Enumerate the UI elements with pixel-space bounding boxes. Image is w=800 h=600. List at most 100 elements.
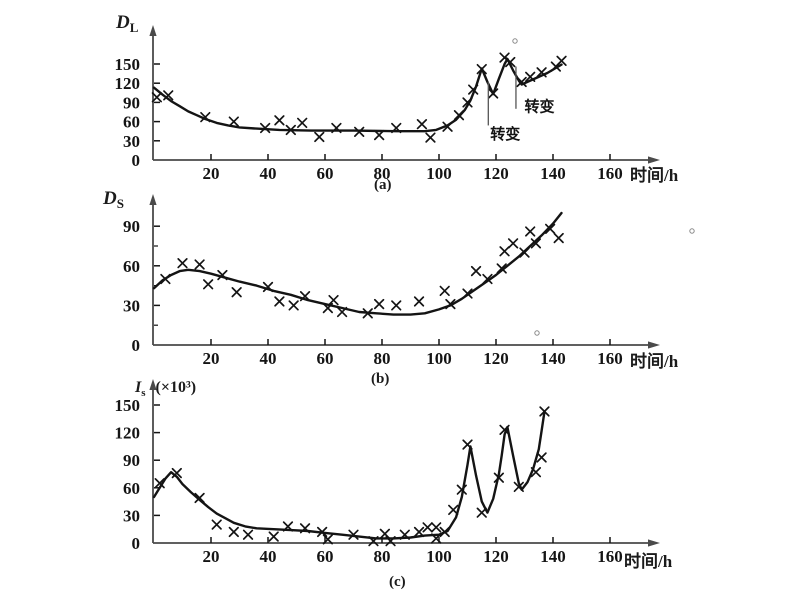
data-point-marker: [416, 119, 428, 130]
data-point-marker: [530, 467, 542, 478]
y-axis-title-b-sub: S: [116, 196, 124, 211]
data-point-marker: [299, 523, 311, 534]
y-axis-arrow-icon: [149, 379, 157, 390]
data-point-marker: [317, 526, 328, 538]
data-point-marker: [468, 84, 479, 95]
data-point-marker: [151, 92, 162, 103]
data-point-marker: [282, 521, 294, 532]
data-point-marker: [536, 452, 547, 463]
data-point-marker: [431, 522, 442, 533]
data-point-marker: [530, 238, 542, 249]
data-point-marker: [525, 71, 536, 82]
x-axis-arrow-icon: [648, 539, 660, 547]
data-point-marker: [362, 308, 373, 319]
chart-panel-b: 20 40 60 80 100 120 140 160 0 30 60 90: [123, 194, 660, 368]
data-point-marker: [163, 90, 174, 101]
scan-speck: [689, 228, 695, 234]
x-tick-label: 120: [483, 349, 509, 368]
data-point-marker: [299, 291, 311, 302]
data-point-marker: [553, 232, 564, 244]
data-point-marker: [374, 298, 385, 310]
data-point-marker: [482, 273, 493, 285]
y-tick-label: 0: [132, 151, 141, 170]
data-point-marker: [194, 259, 205, 270]
fit-curve-b: [152, 211, 563, 316]
data-point-marker: [413, 526, 425, 538]
data-point-marker: [177, 258, 188, 269]
y-tick-label: 60: [123, 479, 140, 498]
data-point-marker: [154, 478, 165, 489]
data-point-marker: [331, 122, 342, 134]
data-point-marker: [194, 492, 205, 504]
data-point-marker: [399, 529, 410, 540]
y-tick-label: 120: [115, 74, 141, 93]
data-point-marker: [516, 76, 527, 88]
data-point-marker: [556, 55, 567, 66]
data-point-marker: [470, 265, 482, 277]
data-point-marker: [322, 534, 333, 545]
data-point-marker: [322, 302, 333, 314]
x-tick-label: 60: [317, 349, 334, 368]
data-point-marker: [374, 129, 385, 141]
panel-label-b: (b): [371, 371, 390, 387]
data-point-marker: [445, 298, 456, 310]
data-point-marker: [439, 285, 450, 297]
y-axis-title-b-main: D: [103, 188, 117, 209]
x-axis-arrow-icon: [648, 156, 660, 164]
y-axis-title-c: Is (×10³): [135, 380, 196, 399]
y-axis-title-c-main: I: [135, 379, 142, 396]
data-point-marker: [368, 536, 379, 547]
fit-curve-a: [152, 57, 563, 133]
x-tick-label: 20: [203, 547, 220, 566]
x-tick-label: 60: [317, 547, 334, 566]
fit-curve-c: [152, 410, 546, 540]
data-point-marker: [462, 439, 473, 450]
data-point-marker: [200, 111, 211, 123]
x-axis-title-b: 时间/h: [630, 352, 679, 371]
x-tick-label: 100: [426, 349, 452, 368]
data-point-marker: [539, 406, 550, 417]
x-tick-label: 80: [374, 547, 391, 566]
data-point-marker: [211, 519, 222, 530]
data-point-marker: [476, 507, 487, 518]
chart-panel-c: 20 40 60 80 100 120 140 160 0 30 60 90 120 150: [115, 379, 660, 566]
y-tick-label: 90: [123, 451, 140, 470]
x-tick-label: 40: [260, 164, 277, 183]
y-tick-label: 90: [123, 93, 140, 112]
x-tick-label: 40: [260, 349, 277, 368]
data-point-marker: [413, 296, 425, 307]
y-tick-label: 30: [123, 296, 140, 315]
data-point-marker: [268, 531, 279, 542]
x-tick-label: 40: [260, 547, 277, 566]
y-axis-title-a-sub: L: [129, 20, 139, 35]
y-tick-label: 60: [123, 113, 140, 132]
x-tick-label: 20: [203, 164, 220, 183]
data-point-marker: [536, 67, 547, 78]
data-point-marker: [203, 279, 214, 290]
data-point-marker: [391, 122, 402, 134]
data-point-marker: [499, 52, 510, 63]
data-point-marker: [519, 247, 530, 258]
data-point-marker: [422, 522, 433, 533]
data-point-marker: [262, 281, 274, 293]
y-tick-label: 30: [123, 132, 140, 151]
data-point-marker: [493, 472, 504, 483]
panel-label-a: (a): [374, 177, 392, 193]
data-point-marker: [285, 124, 296, 136]
y-axis-unit-c: (×10³): [155, 379, 197, 396]
data-point-marker: [488, 88, 499, 99]
data-point-marker: [456, 484, 467, 495]
data-point-marker: [314, 131, 325, 143]
x-tick-label: 120: [483, 164, 509, 183]
x-tick-label: 160: [597, 164, 623, 183]
data-point-marker: [462, 288, 473, 299]
data-point-marker: [507, 238, 519, 249]
data-point-marker: [260, 122, 271, 134]
data-point-marker: [217, 269, 228, 281]
data-point-marker: [439, 526, 450, 538]
x-tick-label: 140: [540, 547, 566, 566]
y-axis-arrow-icon: [149, 194, 157, 205]
x-tick-label: 80: [374, 164, 391, 183]
